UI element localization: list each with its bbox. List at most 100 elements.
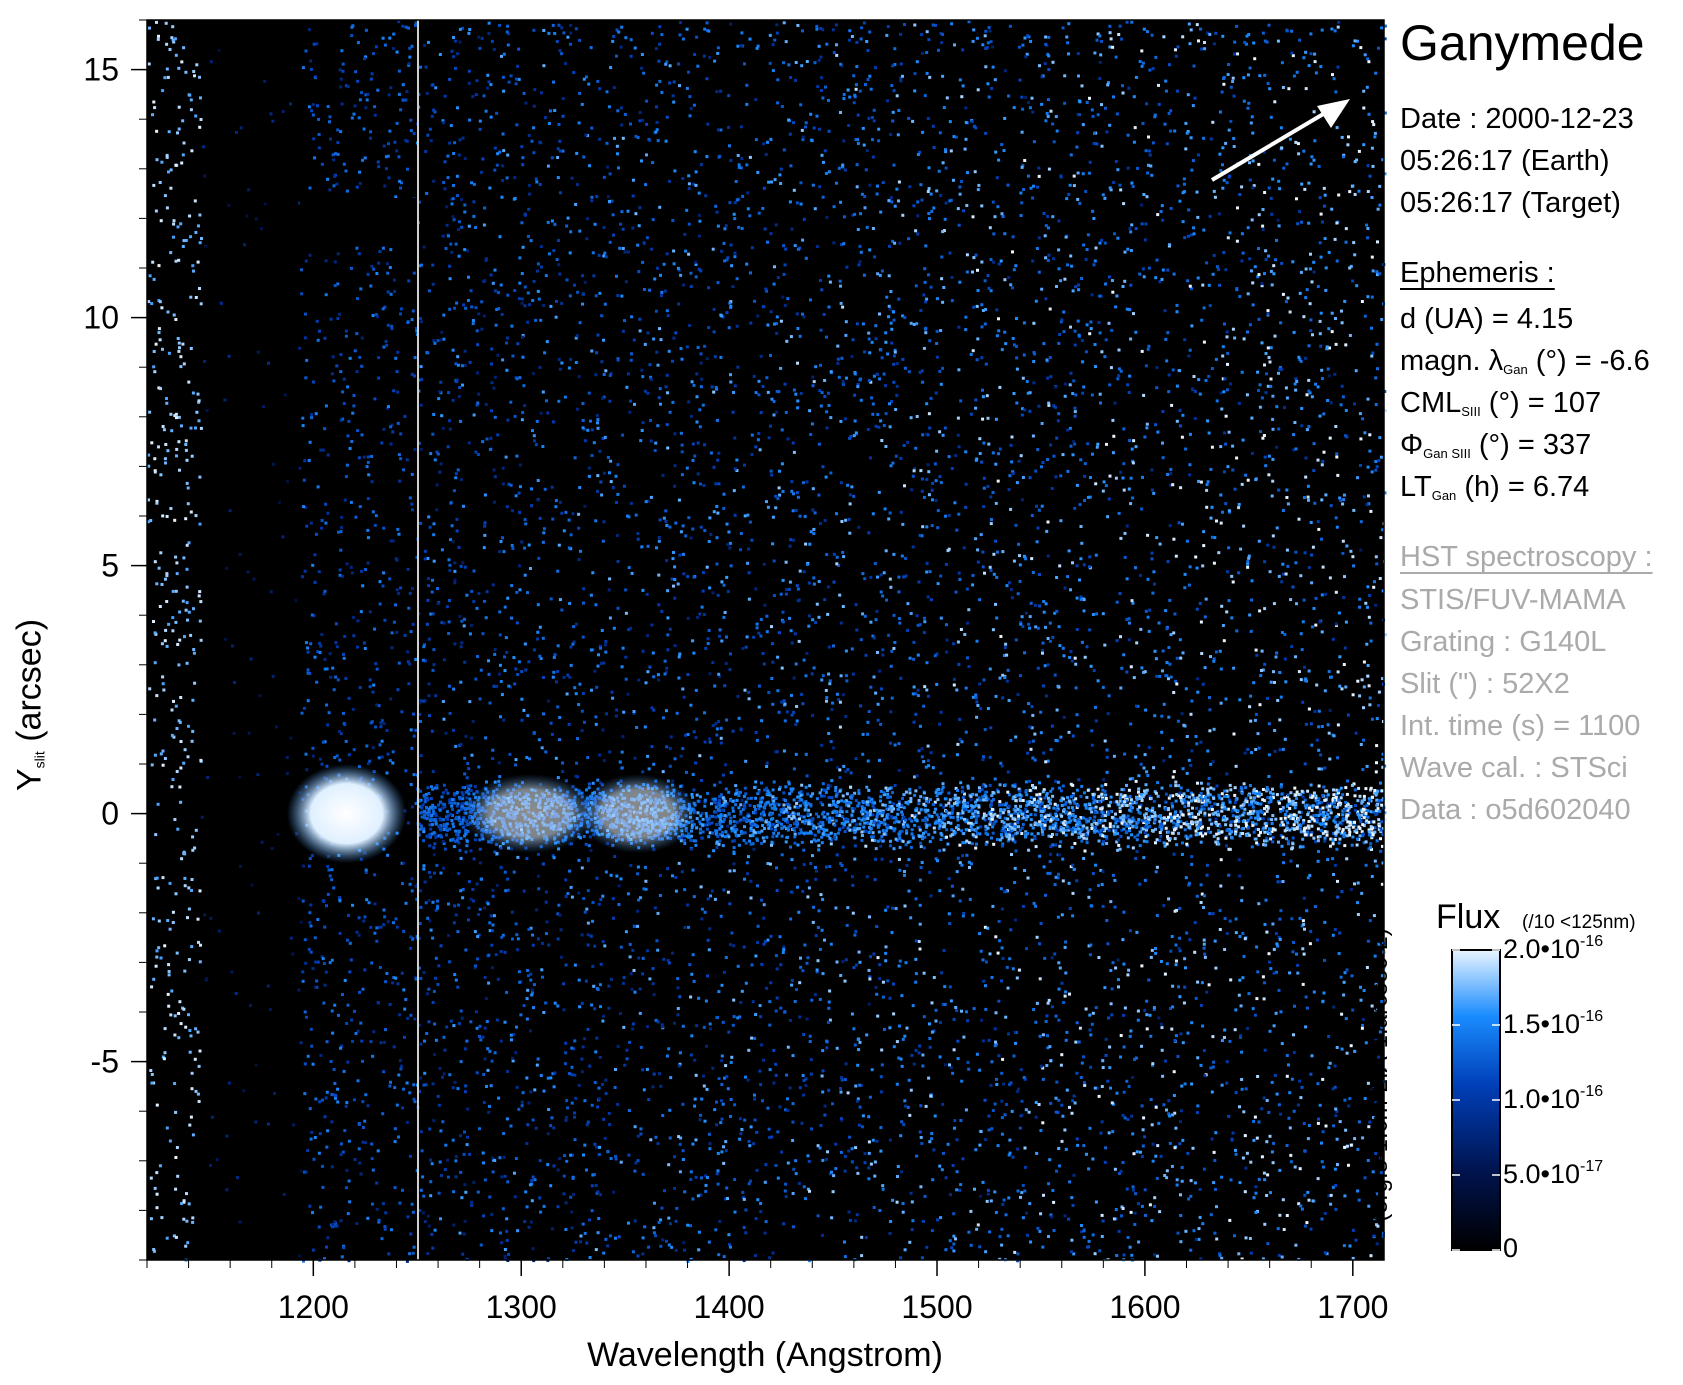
noise-speck — [342, 1069, 346, 1073]
noise-speck — [285, 771, 289, 775]
noise-speck — [825, 335, 828, 339]
noise-speck — [816, 1144, 820, 1148]
noise-speck — [200, 815, 204, 819]
noise-speck — [1312, 607, 1316, 610]
noise-speck — [1243, 40, 1247, 44]
noise-speck — [1335, 1110, 1339, 1113]
noise-speck — [1009, 739, 1013, 742]
noise-speck — [1201, 1222, 1205, 1226]
noise-speck — [356, 645, 359, 649]
noise-speck — [977, 796, 981, 800]
noise-speck — [786, 297, 790, 301]
noise-speck — [1054, 405, 1057, 409]
noise-speck — [876, 839, 880, 843]
noise-speck — [707, 854, 711, 858]
noise-speck — [1142, 766, 1146, 770]
noise-speck — [997, 919, 1001, 923]
noise-speck — [941, 433, 945, 437]
noise-speck — [1359, 743, 1363, 746]
noise-speck — [785, 710, 789, 714]
noise-speck — [547, 1108, 551, 1111]
noise-speck — [794, 392, 798, 396]
noise-speck — [1213, 939, 1217, 943]
noise-speck — [609, 459, 613, 463]
noise-speck — [1263, 1222, 1267, 1226]
noise-speck — [952, 642, 956, 646]
noise-speck — [685, 466, 689, 470]
noise-speck — [1286, 564, 1290, 568]
noise-speck — [301, 899, 305, 903]
noise-speck — [209, 916, 213, 920]
noise-speck — [1057, 872, 1060, 876]
noise-speck — [796, 247, 800, 251]
noise-speck — [687, 252, 691, 256]
noise-speck — [524, 668, 528, 672]
noise-speck — [1154, 276, 1158, 280]
noise-speck — [719, 128, 723, 132]
noise-speck — [199, 118, 203, 121]
noise-speck — [1011, 470, 1015, 474]
noise-speck — [856, 1063, 860, 1067]
noise-speck — [483, 206, 487, 210]
noise-speck — [722, 241, 726, 245]
noise-speck — [605, 141, 609, 145]
noise-speck — [1181, 841, 1184, 845]
noise-speck — [1383, 491, 1387, 495]
noise-speck — [1021, 498, 1024, 502]
noise-speck — [309, 642, 313, 646]
noise-speck — [1292, 330, 1296, 334]
noise-speck — [187, 886, 191, 890]
noise-speck — [783, 304, 787, 308]
noise-speck — [796, 327, 800, 330]
noise-speck — [1337, 193, 1341, 197]
noise-speck — [710, 385, 714, 389]
noise-speck — [945, 638, 949, 642]
noise-speck — [1029, 601, 1033, 605]
noise-speck — [1320, 593, 1324, 597]
noise-speck — [701, 403, 705, 407]
noise-speck — [399, 181, 403, 185]
noise-speck — [512, 656, 516, 660]
noise-speck — [848, 493, 852, 497]
noise-speck — [686, 903, 690, 907]
noise-speck — [629, 358, 633, 362]
noise-speck — [855, 1213, 859, 1217]
noise-speck — [442, 658, 446, 662]
noise-speck — [1308, 942, 1312, 946]
noise-speck — [199, 426, 203, 430]
noise-speck — [409, 783, 413, 786]
noise-speck — [1249, 629, 1253, 633]
noise-speck — [708, 1147, 712, 1151]
noise-speck — [1030, 726, 1034, 730]
noise-speck — [1263, 39, 1267, 43]
noise-speck — [867, 968, 871, 972]
noise-speck — [912, 204, 916, 208]
noise-speck — [1150, 173, 1154, 177]
noise-speck — [1305, 428, 1309, 432]
noise-speck — [1289, 1153, 1293, 1157]
noise-speck — [317, 133, 321, 136]
noise-speck — [348, 356, 352, 360]
noise-speck — [685, 86, 689, 90]
noise-speck — [1371, 269, 1375, 273]
noise-speck — [1269, 196, 1273, 200]
noise-speck — [1121, 1161, 1125, 1164]
noise-speck — [402, 1087, 405, 1091]
noise-speck — [1229, 1178, 1233, 1182]
noise-speck — [780, 1150, 784, 1154]
noise-speck — [1168, 598, 1172, 602]
noise-speck — [681, 177, 685, 180]
noise-speck — [380, 441, 384, 445]
noise-speck — [309, 903, 313, 907]
noise-speck — [1352, 564, 1356, 568]
noise-speck — [184, 70, 188, 74]
noise-speck — [930, 209, 934, 213]
noise-speck — [196, 1092, 200, 1096]
noise-speck — [997, 317, 1000, 321]
noise-speck — [706, 938, 710, 942]
noise-speck — [705, 1176, 709, 1179]
noise-speck — [1161, 746, 1164, 750]
noise-speck — [1183, 586, 1187, 590]
noise-speck — [993, 1044, 997, 1048]
noise-speck — [1199, 1257, 1203, 1261]
